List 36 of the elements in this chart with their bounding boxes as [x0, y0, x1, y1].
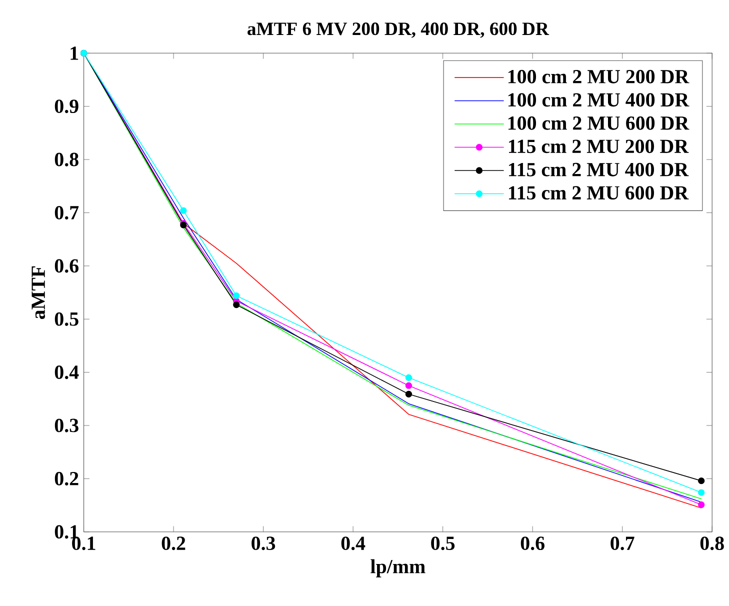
point: [405, 382, 412, 389]
y-tick-label: 0.6: [54, 258, 78, 273]
point: [698, 489, 705, 496]
x-tick-label: 0.3: [252, 536, 276, 550]
legend-label: 115 cm 2 MU 200 DR: [509, 139, 689, 153]
x-tick-label: 0.2: [162, 536, 186, 550]
y-tick-label: 0.3: [54, 418, 78, 432]
y-axis-title: aMTF: [32, 266, 46, 319]
y-tick-label: 0.9: [54, 99, 78, 113]
legend-label: 115 cm 2 MU 400 DR: [509, 162, 689, 176]
y-tick-label: 0.5: [54, 312, 78, 326]
x-tick-label: 0.8: [700, 536, 724, 550]
point: [405, 374, 412, 381]
chart-title: aMTF 6 MV 200 DR, 400 DR, 600 DR: [248, 22, 550, 38]
y-tick-label: 0.7: [54, 206, 79, 220]
point: [180, 207, 187, 214]
point: [698, 501, 705, 508]
point: [233, 292, 240, 299]
x-axis-title: lp/mm: [370, 559, 426, 578]
x-tick-label: 0.5: [431, 536, 455, 550]
y-tick-label: 0.4: [54, 365, 79, 379]
y-tick-label: 1: [70, 46, 78, 60]
y-tick-label: 0.8: [54, 152, 78, 166]
point: [698, 477, 705, 484]
legend-label: 100 cm 2 MU 600 DR: [508, 116, 690, 130]
legend-label: 100 cm 2 MU 400 DR: [508, 92, 690, 106]
y-tick-label: 0.2: [54, 472, 78, 486]
x-tick-label: 0.4: [341, 536, 366, 550]
x-tick-label: 0.7: [610, 536, 634, 550]
legend-label: 100 cm 2 MU 200 DR: [508, 70, 690, 84]
y-tick-label: 0.1: [54, 524, 78, 538]
x-tick-label: 0.1: [72, 536, 96, 550]
point: [405, 390, 412, 398]
legend-label: 115 cm 2 MU 600 DR: [509, 186, 689, 200]
point: [233, 301, 240, 308]
x-tick-label: 0.6: [520, 536, 544, 550]
